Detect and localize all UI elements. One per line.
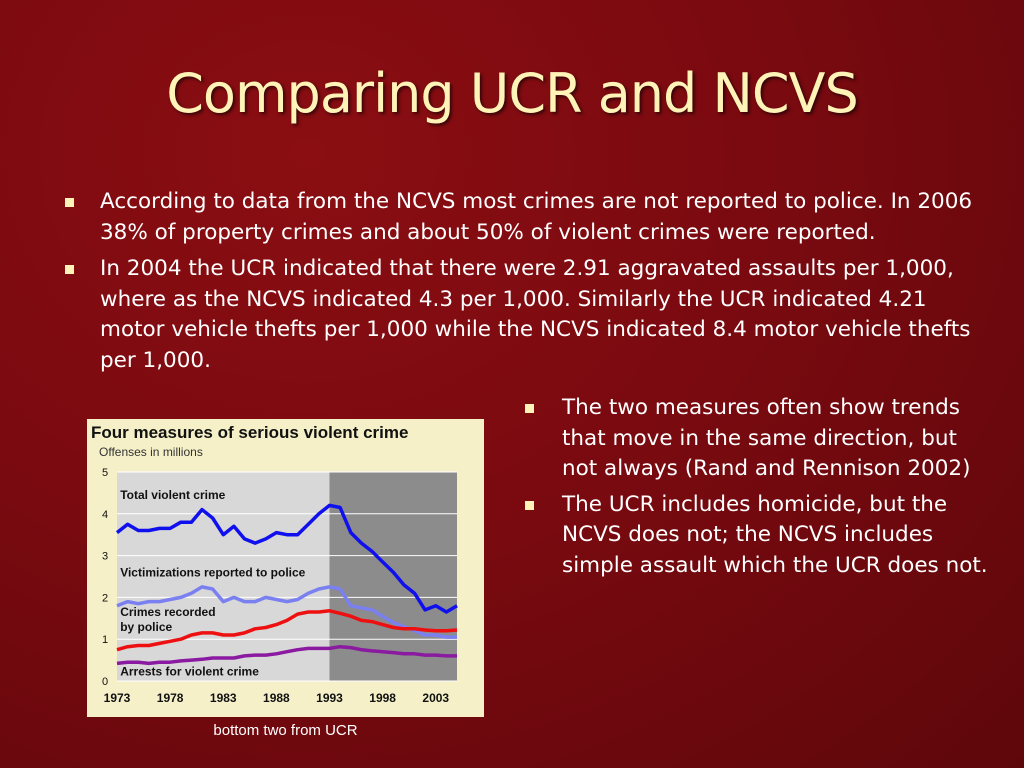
x-tick-label: 2003 <box>422 691 449 705</box>
bullet-item: According to data from the NCVS most cri… <box>62 187 982 248</box>
plot-area-shaded <box>329 472 457 681</box>
bullet-text: In 2004 the UCR indicated that there wer… <box>100 256 971 373</box>
series-label: Total violent crime <box>120 488 225 502</box>
square-bullet-icon <box>525 404 534 413</box>
square-bullet-icon <box>525 500 534 510</box>
x-tick-label: 1993 <box>316 691 343 705</box>
series-line <box>116 644 457 666</box>
bullet-item: In 2004 the UCR indicated that there wer… <box>62 254 982 376</box>
series-label: Crimes recorded <box>120 605 215 619</box>
series-label: Victimizations reported to police <box>120 566 305 580</box>
y-tick-label: 1 <box>102 634 108 646</box>
chart-title: Four measures of serious violent crime <box>91 423 408 442</box>
bullet-text: According to data from the NCVS most cri… <box>100 189 973 245</box>
x-tick-label: 1988 <box>263 691 290 705</box>
x-tick-label: 1978 <box>157 691 184 705</box>
square-bullet-icon <box>65 265 74 274</box>
chart-caption: bottom two from UCR <box>213 722 358 739</box>
series-label: by police <box>120 620 172 634</box>
line-chart: Four measures of serious violent crime O… <box>91 423 458 705</box>
bullet-text: The UCR includes homicide, but the NCVS … <box>562 491 988 578</box>
bullet-text: The two measures often show trends that … <box>562 395 971 481</box>
slide-title: Comparing UCR and NCVS <box>166 62 859 125</box>
bullet-item: The two measures often show trends that … <box>522 393 992 485</box>
x-tick-label: 1998 <box>369 691 396 705</box>
series-line <box>116 609 458 652</box>
series-line <box>116 585 457 639</box>
chart-subtitle: Offenses in millions <box>99 445 203 459</box>
y-tick-label: 5 <box>102 467 108 479</box>
x-tick-label: 1983 <box>210 691 237 705</box>
y-tick-label: 3 <box>102 551 108 563</box>
main-bullet-list: According to data from the NCVS most cri… <box>62 187 982 382</box>
y-tick-label: 0 <box>102 676 108 688</box>
bullet-item: The UCR includes homicide, but the NCVS … <box>522 490 992 582</box>
y-tick-label: 2 <box>102 592 108 604</box>
y-tick-label: 4 <box>102 509 108 521</box>
series-line <box>115 503 458 614</box>
right-bullet-list: The two measures often show trends that … <box>522 393 992 586</box>
x-tick-label: 1973 <box>104 691 131 705</box>
series-label: Arrests for violent crime <box>120 665 259 679</box>
square-bullet-icon <box>65 198 74 207</box>
chart-panel: Four measures of serious violent crime O… <box>87 419 484 717</box>
